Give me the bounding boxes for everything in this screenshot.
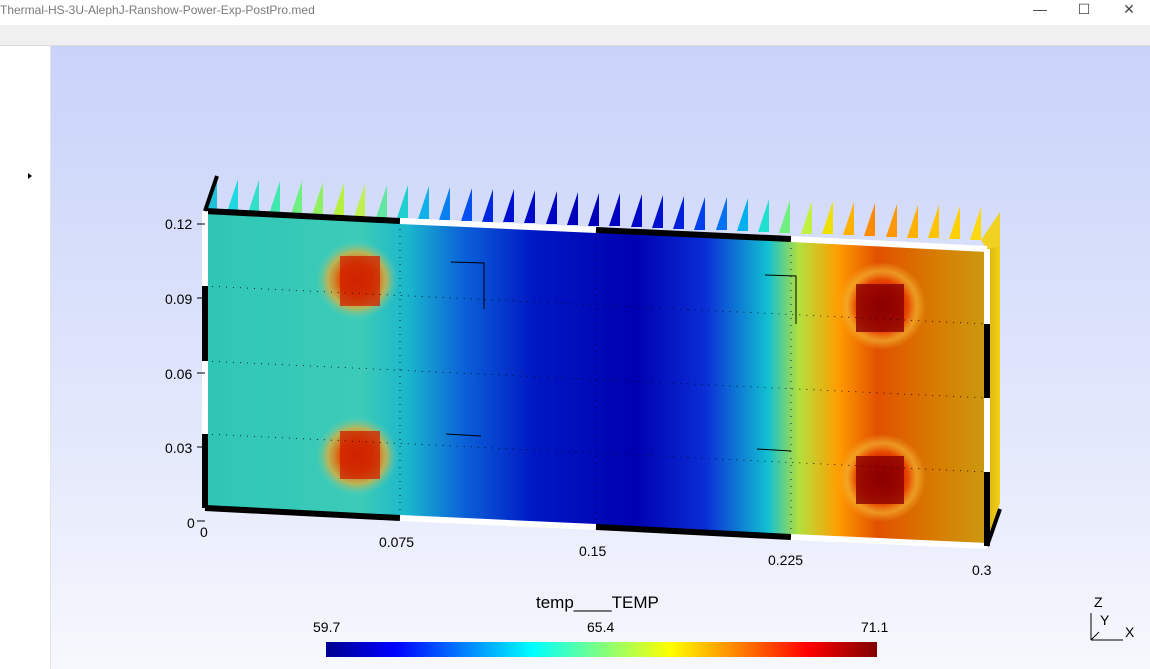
- colorbar-title: temp____TEMP: [536, 593, 659, 612]
- axis-ticks: [197, 223, 205, 522]
- minimize-button[interactable]: —: [1033, 1, 1047, 17]
- heatsink-front-face: [205, 211, 987, 546]
- triad-z-label: Z: [1094, 594, 1103, 610]
- y-tick-label: 0: [187, 515, 195, 531]
- 3d-viewport[interactable]: 0.12 0.09 0.06 0.03 0 0 0.075 0.15 0.225…: [51, 46, 1150, 669]
- x-tick-label: 0.3: [972, 562, 992, 578]
- x-tick-label: 0: [200, 524, 208, 540]
- object-browser-panel: [0, 46, 51, 669]
- hot-spots: [315, 240, 926, 522]
- colorbar: [326, 642, 877, 657]
- colorbar-max-label: 71.1: [861, 619, 888, 635]
- pad-outlines: [445, 261, 797, 452]
- heatsink-fins: [206, 178, 1000, 249]
- x-tick-label: 0.15: [579, 543, 606, 559]
- box-outline: [202, 175, 1002, 549]
- axes-triad-icon: [1090, 613, 1123, 641]
- title-bar: Thermal-HS-3U-AlephJ-Ranshow-Power-Exp-P…: [0, 0, 1150, 25]
- x-tick-label: 0.075: [379, 534, 414, 550]
- expand-arrow-icon[interactable]: [28, 173, 32, 179]
- colorbar-min-label: 59.7: [313, 619, 340, 635]
- window-title: Thermal-HS-3U-AlephJ-Ranshow-Power-Exp-P…: [0, 3, 315, 17]
- x-tick-label: 0.225: [768, 552, 803, 568]
- mesh-lines: [204, 222, 988, 537]
- triad-y-label: Y: [1100, 612, 1110, 628]
- colorbar-mid-label: 65.4: [587, 619, 614, 635]
- heatsink-side-face: [987, 212, 1000, 546]
- toolbar: [0, 25, 1150, 46]
- y-tick-label: 0.09: [165, 291, 192, 307]
- maximize-button[interactable]: ☐: [1077, 1, 1091, 17]
- y-tick-label: 0.06: [165, 366, 192, 382]
- close-button[interactable]: ✕: [1123, 1, 1135, 17]
- triad-x-label: X: [1125, 624, 1135, 640]
- viewport-scene: 0.12 0.09 0.06 0.03 0 0 0.075 0.15 0.225…: [165, 175, 1135, 657]
- y-tick-label: 0.03: [165, 440, 192, 456]
- y-tick-label: 0.12: [165, 216, 192, 232]
